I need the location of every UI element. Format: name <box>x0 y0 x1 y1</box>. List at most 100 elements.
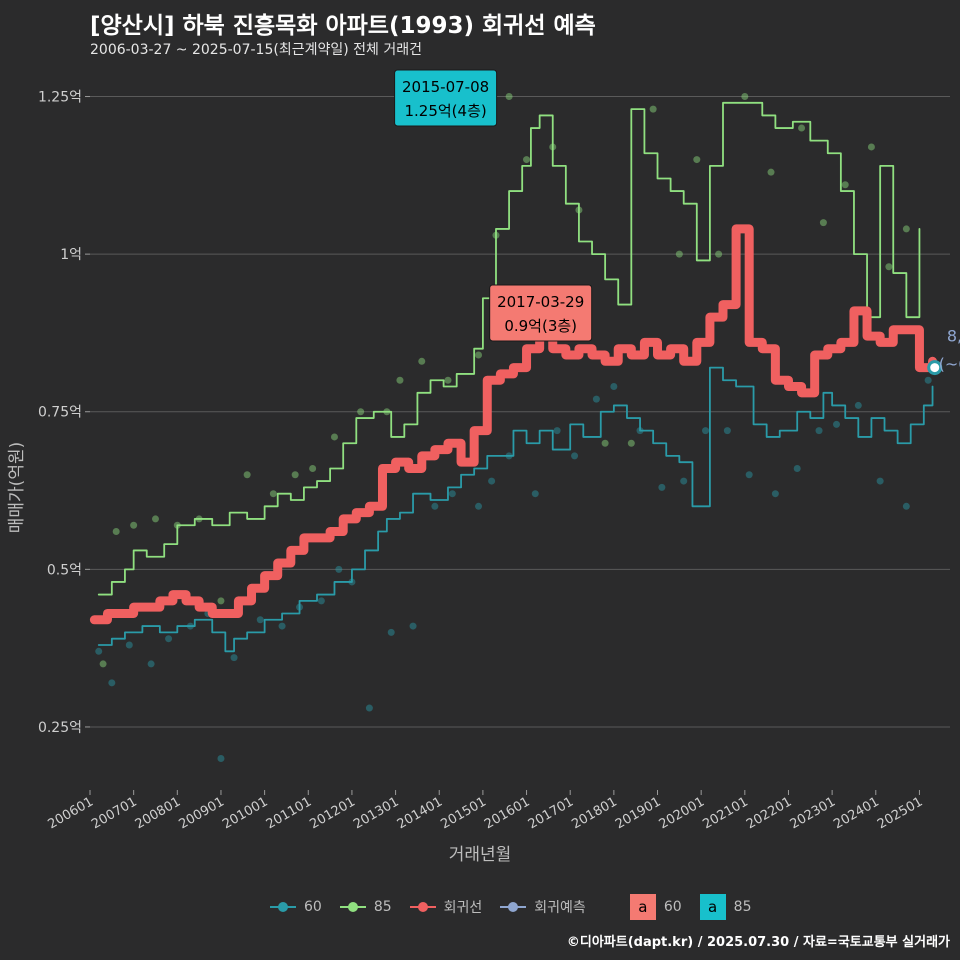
annotation-60: 2017-03-29 0.9억(3층) <box>489 284 593 342</box>
scatter-point-85 <box>902 225 910 233</box>
x-tick-label: 202401 <box>831 794 881 832</box>
scatter-point-85 <box>309 464 317 472</box>
scatter-point-85 <box>217 597 225 605</box>
scatter-point-60 <box>771 490 779 498</box>
scatter-point-60 <box>230 654 238 662</box>
scatter-point-85 <box>475 351 483 359</box>
x-tick-label: 201201 <box>307 794 357 832</box>
scatter-point-85 <box>819 219 827 227</box>
x-tick-label: 201901 <box>613 794 663 832</box>
scatter-point-60 <box>902 502 910 510</box>
annotation-value: 0.9억(3층) <box>504 317 577 335</box>
x-tick-label: 202501 <box>875 794 925 832</box>
legend: 60 85 회귀선 회귀예측 a 60 a 85 <box>270 894 769 920</box>
scatter-point-85 <box>841 181 849 189</box>
chart-subtitle: 2006-03-27 ~ 2025-07-15(최근계약일) 전체 거래건 <box>90 42 422 58</box>
scatter-point-60 <box>723 427 731 435</box>
scatter-point-85 <box>357 408 365 416</box>
legend-key-forecast <box>500 897 527 917</box>
x-tick-label: 202201 <box>744 794 794 832</box>
scatter-point-60 <box>125 641 133 649</box>
scatter-point-60 <box>335 565 343 573</box>
x-tick-label: 201401 <box>395 794 445 832</box>
x-tick-label: 202101 <box>700 794 750 832</box>
forecast-point <box>927 360 943 376</box>
scatter-point-85 <box>798 124 806 132</box>
x-tick-label: 201101 <box>264 794 314 832</box>
scatter-point-85 <box>269 490 277 498</box>
scatter-point-60 <box>680 477 688 485</box>
scatter-point-60 <box>592 395 600 403</box>
annotation-box <box>394 69 498 127</box>
scatter-point-60 <box>217 754 225 762</box>
forecast-area-label: (~60㎡) <box>939 355 960 374</box>
scatter-point-85 <box>418 357 426 365</box>
credit: ©디아파트(dapt.kr) / 2025.07.30 / 자료=국토교통부 실… <box>566 935 950 950</box>
x-tick-label: 201301 <box>351 794 401 832</box>
scatter-point-60 <box>832 420 840 428</box>
scatter-point-60 <box>488 477 496 485</box>
scatter-point-60 <box>815 427 823 435</box>
scatter-point-85 <box>601 439 609 447</box>
scatter-point-85 <box>649 105 657 113</box>
scatter-point-60 <box>256 616 264 624</box>
scatter-point-85 <box>867 143 875 151</box>
legend-label-60: 60 <box>304 899 322 915</box>
scatter-point-85 <box>112 528 120 536</box>
regression-line <box>89 224 938 625</box>
scatter-point-85 <box>396 376 404 384</box>
scatter-point-85 <box>741 93 749 101</box>
scatter-point-60 <box>95 647 103 655</box>
scatter-point-60 <box>553 427 561 435</box>
legend-item-85: 85 <box>339 897 392 917</box>
y-tick-label: 1.25억 <box>38 90 82 106</box>
scatter-point-60 <box>531 490 539 498</box>
scatter-point-85 <box>291 471 299 479</box>
scatter-point-60 <box>448 490 456 498</box>
legend-box-85: a <box>699 894 726 920</box>
legend-key-60 <box>270 897 296 917</box>
x-tick-label: 200601 <box>46 794 96 832</box>
scatter-point-60 <box>475 502 483 510</box>
scatter-point-60 <box>431 502 439 510</box>
scatter-point-60 <box>317 597 325 605</box>
chart-title: [양산시] 하북 진흥목화 아파트(1993) 회귀선 예측 <box>90 13 596 39</box>
scatter-point-85 <box>693 156 701 164</box>
scatter-point-60 <box>165 635 173 643</box>
scatter-point-85 <box>715 250 723 258</box>
scatter-point-60 <box>854 401 862 409</box>
legend-key-85 <box>339 897 366 917</box>
scatter-point-60 <box>571 452 579 460</box>
y-axis-title: 매매가(억원) <box>7 442 27 533</box>
x-tick-label: 200801 <box>133 794 183 832</box>
x-tick-label: 200701 <box>89 794 139 832</box>
scatter-point-85 <box>505 93 513 101</box>
legend-box-label-60: 60 <box>663 899 682 915</box>
series-line-85 <box>97 101 921 596</box>
scatter-point-60 <box>365 704 373 712</box>
scatter-point-60 <box>924 376 932 384</box>
legend-box-60: a <box>629 894 656 920</box>
series-line-60 <box>97 366 934 653</box>
x-tick-label: 201001 <box>220 794 270 832</box>
scatter-point-85 <box>330 433 338 441</box>
x-tick-label: 200901 <box>176 794 226 832</box>
x-axis-title: 거래년월 <box>449 845 512 865</box>
scatter-point-60 <box>278 622 286 630</box>
scatter-point-60 <box>876 477 884 485</box>
scatter-point-60 <box>658 483 666 491</box>
x-tick-label: 201501 <box>438 794 488 832</box>
scatter-point-60 <box>147 660 155 668</box>
scatter-point-60 <box>409 622 417 630</box>
x-tick-label: 201601 <box>482 794 532 832</box>
scatter-point-60 <box>793 464 801 472</box>
scatter-point-85 <box>523 156 531 164</box>
scatter-point-85 <box>243 471 251 479</box>
forecast-value-label: 8,200 <box>947 327 960 346</box>
scatter-point-60 <box>610 383 618 391</box>
scatter-point-85 <box>444 376 452 384</box>
scatter-point-60 <box>108 679 116 687</box>
scatter-point-60 <box>745 471 753 479</box>
scatter-point-60 <box>702 427 710 435</box>
